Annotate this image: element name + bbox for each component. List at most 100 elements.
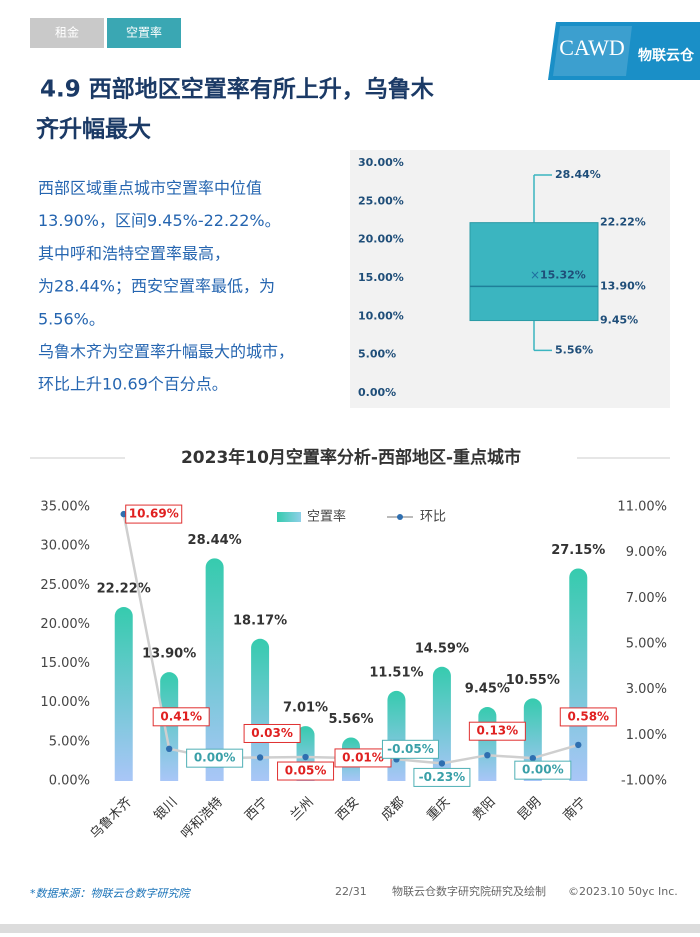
footer-bar — [0, 924, 700, 933]
line-point — [484, 751, 491, 759]
line-value-label: 0.41% — [160, 709, 202, 723]
y-tick-label: 10.00% — [40, 695, 90, 710]
y-tick-label: 20.00% — [40, 617, 90, 632]
value-label: 13.90% — [600, 279, 646, 292]
bar-value-label: 13.90% — [142, 647, 196, 662]
line-point — [302, 753, 309, 761]
x-tick-label: 贵阳 — [470, 795, 499, 824]
tab-bg — [107, 18, 181, 48]
bar-value-label: 28.44% — [188, 533, 242, 548]
y2-tick-label: 9.00% — [626, 545, 667, 560]
line-value-label: 0.05% — [285, 764, 327, 778]
x-tick-label: 成都 — [379, 795, 408, 824]
body-text: 西部区域重点城市空置率中位值 — [38, 179, 262, 198]
tab[interactable]: 租金 — [55, 25, 79, 40]
footer-source: *数据来源：物联云仓数字研究院 — [30, 887, 191, 900]
body-text: 乌鲁木齐为空置率升幅最大的城市， — [38, 342, 294, 361]
bar-value-label: 9.45% — [465, 682, 510, 697]
bar-value-label: 10.55% — [506, 673, 560, 688]
footer-page: 22/31 — [335, 885, 367, 898]
label-box — [413, 767, 471, 787]
bar — [478, 707, 497, 781]
line-value-label: 0.00% — [194, 751, 236, 765]
x-tick-label: 昆明 — [515, 795, 544, 824]
label-box — [277, 761, 335, 781]
x-tick-label: 呼和浩特 — [179, 795, 226, 842]
bar-value-label: 7.01% — [283, 701, 328, 716]
bar-value-label: 18.17% — [233, 613, 287, 628]
y-tick-label: 15.00% — [40, 656, 90, 671]
x-tick-label: 西安 — [333, 795, 362, 824]
value-label: 9.45% — [600, 314, 638, 327]
x-tick-label: 银川 — [151, 795, 180, 824]
body-text: 13.90%，区间9.45%-22.22%。 — [38, 211, 281, 230]
y-tick-label: 30.00% — [358, 156, 404, 169]
y-tick-label: 5.00% — [358, 348, 396, 361]
bar — [569, 568, 588, 781]
tab[interactable]: 空置率 — [126, 25, 162, 40]
chart-title: 2023年10月空置率分析-西部地区-重点城市 — [181, 447, 521, 468]
y-tick-label: 35.00% — [40, 500, 90, 515]
logo-text: CAWD — [559, 35, 624, 60]
line-value-label: 10.69% — [129, 507, 179, 521]
y2-tick-label: 11.00% — [617, 500, 667, 515]
y-tick-label: 0.00% — [49, 774, 90, 789]
line-value-label: 0.13% — [477, 724, 519, 738]
value-label: 5.56% — [555, 343, 593, 356]
line-point — [165, 745, 173, 753]
line-point — [256, 754, 264, 761]
x-tick-label: 重庆 — [424, 794, 454, 824]
x-tick-label: 南宁 — [560, 794, 590, 824]
line-value-label: -0.23% — [419, 770, 466, 784]
bar-value-label: 27.15% — [551, 543, 605, 558]
label-box — [125, 504, 183, 524]
y2-tick-label: 1.00% — [626, 728, 667, 743]
body-text: 为28.44%；西安空置率最低，为 — [38, 277, 275, 296]
label-box — [152, 707, 210, 727]
body-text: 其中呼和浩特空置率最高， — [38, 244, 230, 263]
y-tick-label: 15.00% — [358, 271, 404, 284]
legend-swatch — [277, 512, 301, 522]
y2-tick-label: 7.00% — [626, 591, 667, 606]
bar-value-label: 11.51% — [369, 665, 423, 680]
label-box — [381, 739, 439, 759]
line-point — [438, 760, 446, 767]
value-label: 22.22% — [600, 216, 646, 229]
bar — [160, 672, 179, 781]
box — [469, 222, 599, 322]
bar — [251, 638, 270, 781]
bar-value-label: 22.22% — [97, 582, 151, 597]
mean-marker: × — [530, 268, 540, 282]
y2-tick-label: 3.00% — [626, 682, 667, 697]
legend-label: 环比 — [420, 510, 446, 525]
line-value-label: -0.05% — [387, 742, 434, 756]
bar-value-label: 14.59% — [415, 641, 469, 656]
logo-bg — [548, 22, 700, 80]
y2-tick-label: 5.00% — [626, 637, 667, 652]
legend-label: 空置率 — [307, 509, 346, 525]
bar-value-label: 5.56% — [328, 712, 373, 727]
label-box — [243, 723, 301, 743]
body-text: 环比上升10.69个百分点。 — [38, 375, 228, 394]
line-value-label: 0.03% — [251, 726, 293, 740]
title: 齐升幅最大 — [36, 116, 151, 143]
y-tick-label: 25.00% — [358, 194, 404, 207]
footer-credit: 物联云仓数字研究院研究及绘制 — [392, 884, 546, 898]
label-box — [514, 760, 572, 780]
footer-copyright: ©2023.10 50yc Inc. — [568, 885, 678, 898]
y2-tick-label: -1.00% — [621, 774, 667, 789]
line-value-label: 0.58% — [567, 709, 609, 723]
legend-dot — [397, 514, 403, 520]
value-label: 28.44% — [555, 168, 601, 181]
y-tick-label: 20.00% — [358, 233, 404, 246]
title: 4.9 西部地区空置率有所上升，乌鲁木 — [40, 76, 434, 103]
y-tick-label: 10.00% — [358, 309, 404, 322]
y-tick-label: 25.00% — [40, 578, 90, 593]
bar — [387, 690, 406, 781]
y-tick-label: 30.00% — [40, 539, 90, 554]
x-tick-label: 西宁 — [242, 794, 272, 824]
x-tick-label: 兰州 — [288, 795, 317, 824]
label-box — [186, 748, 244, 768]
